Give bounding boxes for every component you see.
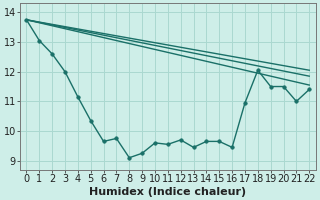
X-axis label: Humidex (Indice chaleur): Humidex (Indice chaleur) (89, 187, 246, 197)
